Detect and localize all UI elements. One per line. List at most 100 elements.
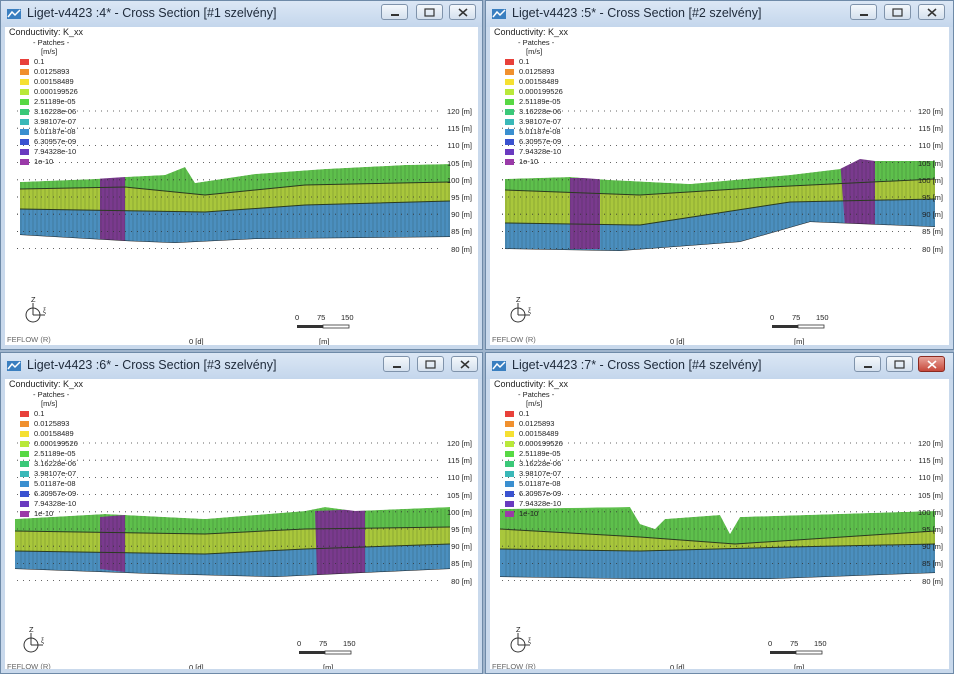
- minimize-button[interactable]: [381, 4, 408, 20]
- scale-bar: 0 75 150: [295, 313, 365, 333]
- close-button[interactable]: [449, 4, 476, 20]
- cross-section-plot: [5, 379, 478, 669]
- y-tick-label: 100 [m]: [446, 507, 472, 517]
- axis-z-label: Z: [516, 295, 521, 304]
- legend-item: 3.16228e-06: [9, 107, 83, 117]
- legend-label: 5.01187e-08: [519, 479, 561, 488]
- legend-item: 2.51189e-05: [9, 449, 83, 459]
- legend-swatch: [505, 501, 514, 508]
- legend-swatch: [505, 431, 514, 438]
- minimize-button[interactable]: [383, 356, 410, 372]
- legend-label: 2.51189e-05: [34, 449, 76, 458]
- legend-subtitle: - Patches -: [33, 390, 70, 399]
- legend-swatch: [505, 159, 514, 166]
- title-bar[interactable]: Liget-v4423 :5* - Cross Section [#2 szel…: [486, 1, 953, 27]
- close-button[interactable]: [451, 356, 478, 372]
- cross-section-plot: [490, 27, 949, 345]
- cross-section-view[interactable]: Conductivity: K_xx - Patches - [m/s] 0.1…: [5, 379, 478, 669]
- scale-bar: 0 75 150: [297, 639, 367, 659]
- legend-item: 7.94328e-10: [494, 147, 568, 157]
- scale-label: 75: [319, 639, 328, 648]
- window-title: Liget-v4423 :5* - Cross Section [#2 szel…: [512, 6, 762, 20]
- axis-z-label: Z: [29, 625, 34, 634]
- legend-label: 0.1: [519, 409, 530, 418]
- legend-label: 0.00158489: [519, 429, 559, 438]
- title-bar[interactable]: Liget-v4423 :6* - Cross Section [#3 szel…: [1, 353, 482, 379]
- legend-subtitle: - Patches -: [518, 38, 555, 47]
- legend-swatch: [20, 59, 29, 66]
- legend-swatch: [505, 119, 514, 126]
- legend-item: 0.0125893: [494, 419, 568, 429]
- legend-label: 3.98107e-07: [519, 469, 562, 478]
- scale-label: 75: [792, 313, 801, 322]
- y-tick-label: 110 [m]: [918, 473, 943, 483]
- y-tick-label: 95 [m]: [451, 193, 472, 202]
- title-bar[interactable]: Liget-v4423 :7* - Cross Section [#4 szel…: [486, 353, 953, 379]
- maximize-button[interactable]: [416, 4, 443, 20]
- legend-label: 3.16228e-06: [519, 107, 562, 116]
- maximize-button[interactable]: [417, 356, 444, 372]
- svg-text:ξ: ξ: [43, 308, 46, 315]
- cross-section-view[interactable]: Conductivity: K_xx - Patches - [m/s] 0.1…: [5, 27, 478, 345]
- legend-label: 7.94328e-10: [34, 147, 77, 156]
- title-bar[interactable]: Liget-v4423 :4* - Cross Section [#1 szel…: [1, 1, 482, 27]
- legend-label: 3.16228e-06: [34, 459, 77, 468]
- y-tick-label: 120 [m]: [446, 107, 472, 116]
- legend-swatch: [20, 461, 29, 468]
- axis-gizmo-graphic: ξ: [23, 633, 44, 653]
- legend-swatch: [20, 69, 29, 76]
- minimize-button[interactable]: [850, 4, 877, 20]
- legend-item: 0.00158489: [9, 429, 83, 439]
- y-tick-label: 80 [m]: [922, 576, 943, 586]
- legend-item: 6.30957e-09: [494, 489, 568, 499]
- close-button[interactable]: [918, 4, 945, 20]
- legend-item: 0.00158489: [9, 77, 83, 87]
- legend-label: 0.1: [34, 409, 45, 418]
- legend-item: 0.000199526: [9, 87, 83, 97]
- legend-item: 5.01187e-08: [9, 479, 83, 489]
- y-tick-label: 85 [m]: [451, 227, 472, 237]
- cross-section-view[interactable]: Conductivity: K_xx - Patches - [m/s] 0.1…: [490, 27, 949, 345]
- legend-label: 0.00158489: [34, 77, 74, 86]
- time-label: 0 [d]: [670, 663, 685, 669]
- legend-label: 6.30957e-09: [34, 137, 77, 146]
- feflow-brand: FEFLOW (R): [492, 335, 536, 344]
- legend-item: 3.98107e-07: [494, 469, 568, 479]
- legend-item: 0.0125893: [9, 67, 83, 77]
- cross-section-view[interactable]: Conductivity: K_xx - Patches - [m/s] 0.1…: [490, 379, 949, 669]
- minimize-button[interactable]: [854, 356, 881, 372]
- legend-label: 0.00158489: [519, 77, 559, 86]
- time-label: 0 [d]: [189, 337, 204, 345]
- legend-swatch: [505, 89, 514, 96]
- legend-label: 3.16228e-06: [34, 107, 77, 116]
- maximize-button[interactable]: [884, 4, 911, 20]
- time-label: 0 [d]: [670, 337, 685, 345]
- conductivity-legend: Conductivity: K_xx - Patches - [m/s] 0.1…: [494, 379, 568, 519]
- cross-section-window-1[interactable]: Liget-v4423 :4* - Cross Section [#1 szel…: [0, 0, 483, 350]
- close-button[interactable]: [918, 356, 945, 372]
- maximize-button[interactable]: [886, 356, 913, 372]
- legend-swatch: [20, 471, 29, 478]
- legend-label: 6.30957e-09: [519, 137, 562, 146]
- cross-section-window-3[interactable]: Liget-v4423 :6* - Cross Section [#3 szel…: [0, 352, 483, 674]
- y-tick-label: 85 [m]: [451, 559, 472, 569]
- legend-swatch: [505, 491, 514, 498]
- legend-swatch: [505, 411, 514, 418]
- scale-label: 0: [295, 313, 300, 322]
- axis-z-label: Z: [31, 295, 36, 304]
- cross-section-window-2[interactable]: Liget-v4423 :5* - Cross Section [#2 szel…: [485, 0, 954, 350]
- legend-swatch: [505, 99, 514, 106]
- cross-section-window-4[interactable]: Liget-v4423 :7* - Cross Section [#4 szel…: [485, 352, 954, 674]
- axis-gizmo-graphic: ξ: [510, 633, 531, 653]
- feflow-app-icon: [492, 9, 506, 19]
- y-tick-label: 85 [m]: [922, 559, 943, 569]
- axis-gizmo-graphic: ξ: [25, 303, 46, 323]
- legend-swatch: [505, 511, 514, 518]
- legend-item: 3.16228e-06: [494, 459, 568, 469]
- feflow-brand: FEFLOW (R): [7, 662, 51, 669]
- y-tick-label: 80 [m]: [451, 576, 472, 586]
- distance-unit: [m]: [323, 663, 334, 669]
- legend-item: 6.30957e-09: [9, 489, 83, 499]
- scale-bar-graphic: [770, 650, 823, 655]
